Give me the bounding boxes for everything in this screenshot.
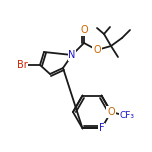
Text: O: O <box>80 25 88 35</box>
Text: N: N <box>68 50 76 60</box>
Text: CF₃: CF₃ <box>119 112 135 121</box>
Text: O: O <box>93 45 101 55</box>
Text: O: O <box>107 107 115 117</box>
Text: Br: Br <box>17 60 27 70</box>
Text: F: F <box>99 123 104 133</box>
